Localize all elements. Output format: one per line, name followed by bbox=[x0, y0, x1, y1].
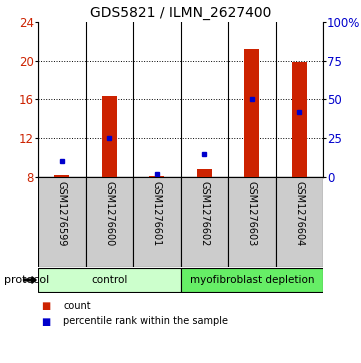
Text: count: count bbox=[63, 301, 91, 311]
Text: GSM1276603: GSM1276603 bbox=[247, 182, 257, 247]
Bar bbox=[244, 49, 259, 177]
Text: control: control bbox=[91, 275, 127, 285]
Bar bbox=[149, 176, 164, 177]
Text: myofibroblast depletion: myofibroblast depletion bbox=[190, 275, 314, 285]
Text: GSM1276599: GSM1276599 bbox=[57, 182, 67, 247]
Bar bbox=[54, 175, 69, 177]
Text: ■: ■ bbox=[42, 317, 51, 326]
Text: GSM1276602: GSM1276602 bbox=[199, 182, 209, 247]
Bar bbox=[102, 95, 117, 177]
Text: percentile rank within the sample: percentile rank within the sample bbox=[63, 317, 228, 326]
Bar bbox=[38, 268, 180, 293]
Bar bbox=[228, 177, 275, 267]
Bar bbox=[292, 62, 307, 177]
Text: GSM1276601: GSM1276601 bbox=[152, 182, 162, 247]
Bar bbox=[86, 177, 133, 267]
Bar bbox=[38, 177, 86, 267]
Text: ■: ■ bbox=[42, 301, 51, 311]
Bar bbox=[180, 268, 323, 293]
Title: GDS5821 / ILMN_2627400: GDS5821 / ILMN_2627400 bbox=[90, 5, 271, 20]
Bar bbox=[275, 177, 323, 267]
Text: GSM1276600: GSM1276600 bbox=[104, 182, 114, 247]
Bar bbox=[197, 169, 212, 177]
Bar bbox=[133, 177, 180, 267]
Bar bbox=[180, 177, 228, 267]
Text: GSM1276604: GSM1276604 bbox=[294, 182, 304, 247]
Text: protocol: protocol bbox=[4, 275, 49, 285]
